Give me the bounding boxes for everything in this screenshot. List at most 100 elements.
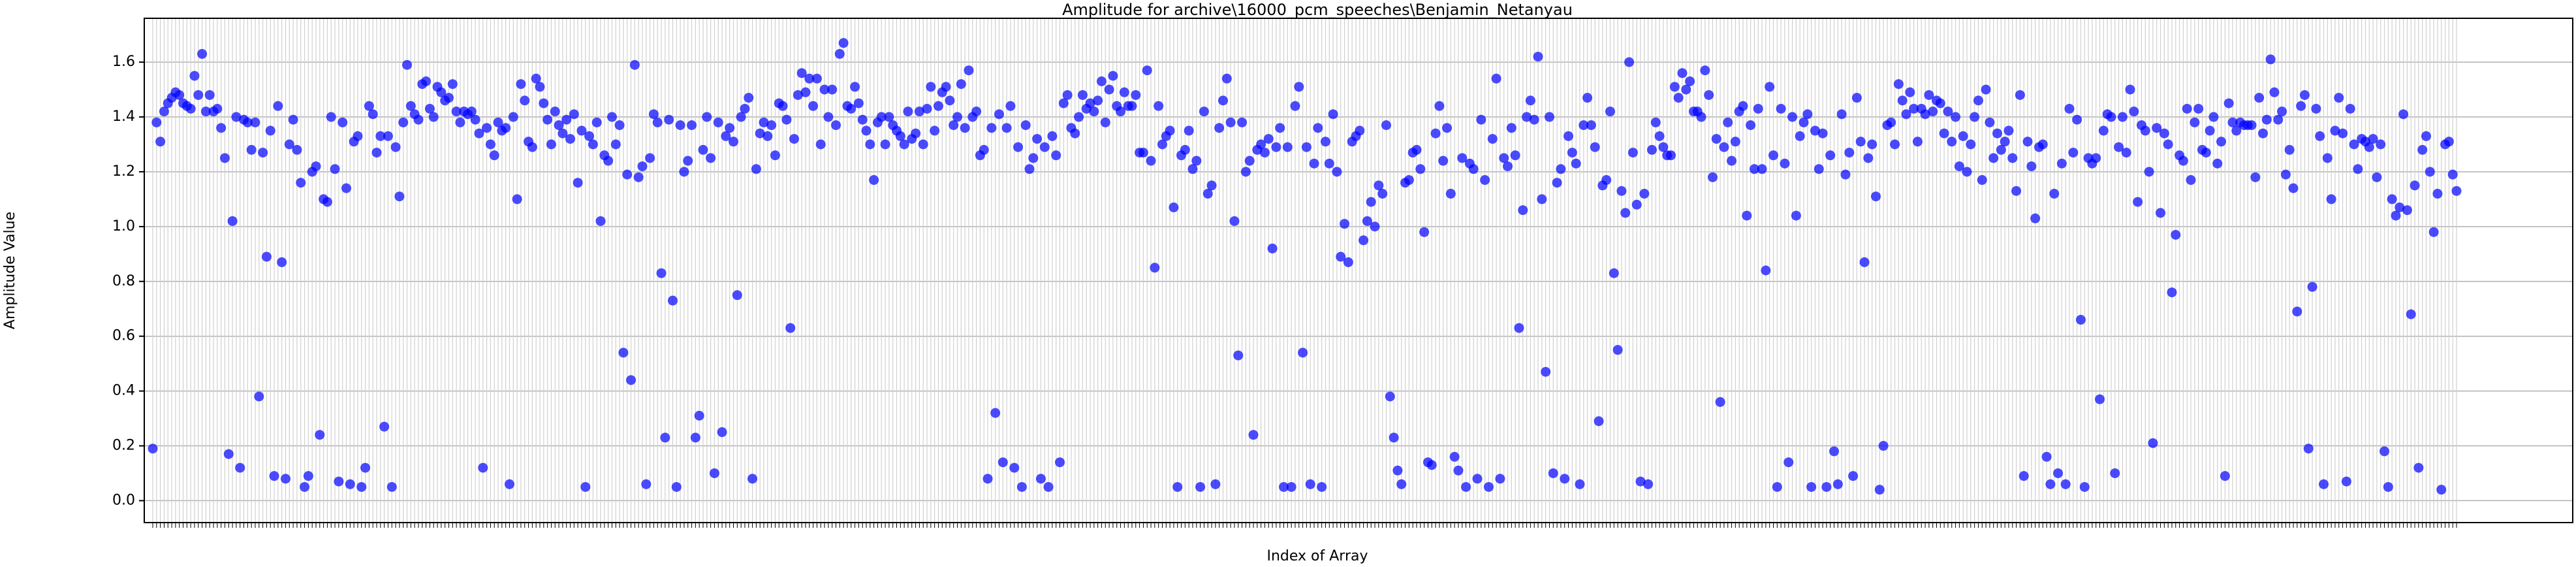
- point: [1624, 57, 1635, 67]
- point: [1859, 257, 1870, 267]
- point: [804, 73, 815, 84]
- point: [421, 76, 432, 86]
- point: [1476, 114, 1486, 125]
- chart-title: Amplitude for archive\16000_pcm_speeches…: [1062, 1, 1573, 19]
- point: [1579, 120, 1589, 131]
- point: [1461, 481, 1471, 492]
- point: [1108, 71, 1118, 81]
- point: [865, 139, 875, 150]
- point: [1028, 153, 1039, 163]
- point: [1146, 155, 1156, 166]
- point: [1851, 93, 1862, 103]
- point: [1556, 164, 1566, 174]
- point: [2326, 194, 2336, 204]
- point: [1863, 153, 1874, 163]
- point: [428, 112, 439, 122]
- point: [823, 112, 834, 122]
- point: [2292, 306, 2302, 317]
- point: [652, 117, 663, 127]
- point: [1522, 112, 1532, 122]
- point: [1746, 120, 1756, 131]
- point: [884, 112, 894, 122]
- point: [1631, 199, 1642, 210]
- point: [2079, 481, 2090, 492]
- point: [1039, 142, 1050, 152]
- point: [1825, 150, 1836, 161]
- point: [1426, 460, 1437, 470]
- point: [2376, 139, 2386, 150]
- point: [2413, 462, 2424, 473]
- point: [2353, 164, 2363, 174]
- point: [2114, 142, 2124, 152]
- point: [368, 109, 378, 120]
- point: [493, 117, 503, 127]
- point: [1954, 161, 1964, 172]
- point: [725, 123, 735, 133]
- point: [766, 120, 777, 131]
- point: [819, 84, 830, 95]
- point: [2216, 137, 2227, 147]
- point: [1749, 164, 1759, 174]
- point: [960, 123, 970, 133]
- point: [1582, 93, 1593, 103]
- point: [277, 257, 287, 267]
- point: [1525, 95, 1535, 106]
- point: [322, 197, 332, 207]
- point: [1119, 87, 1129, 97]
- point: [656, 268, 667, 278]
- point: [2000, 137, 2010, 147]
- point: [1738, 101, 1748, 111]
- point: [258, 148, 268, 158]
- point: [1202, 189, 1213, 199]
- point: [1055, 457, 1065, 468]
- point: [2193, 103, 2204, 114]
- point: [292, 144, 302, 155]
- point: [811, 73, 822, 84]
- point: [740, 103, 750, 114]
- point: [2037, 139, 2048, 150]
- point: [2319, 479, 2329, 489]
- point: [1677, 68, 1688, 78]
- point: [1210, 479, 1221, 489]
- point: [2311, 103, 2321, 114]
- point: [683, 155, 693, 166]
- point: [2220, 471, 2230, 481]
- point: [1666, 150, 1676, 161]
- point: [1832, 479, 1843, 489]
- point: [1795, 131, 1805, 141]
- point: [857, 114, 868, 125]
- point: [561, 114, 572, 125]
- point: [2432, 189, 2443, 199]
- point: [204, 89, 215, 100]
- point: [945, 95, 955, 106]
- point: [1928, 106, 1938, 117]
- point: [2288, 183, 2299, 193]
- point: [2406, 309, 2416, 319]
- point: [1366, 197, 1376, 207]
- point: [1392, 465, 1403, 476]
- point: [997, 457, 1008, 468]
- point: [762, 131, 773, 141]
- point: [326, 112, 336, 122]
- point: [2307, 282, 2317, 292]
- point: [1058, 98, 1069, 108]
- point: [443, 93, 454, 103]
- point: [1901, 109, 1911, 120]
- point: [990, 408, 1001, 418]
- point: [1472, 474, 1483, 484]
- point: [2246, 120, 2257, 131]
- point: [1229, 216, 1240, 226]
- point: [759, 117, 769, 127]
- point: [2280, 169, 2291, 180]
- point: [645, 153, 655, 163]
- point: [1221, 73, 1232, 84]
- point: [603, 155, 614, 166]
- point: [390, 142, 401, 152]
- point: [1810, 125, 1820, 136]
- y-tick-label: 0.8: [112, 273, 135, 289]
- point: [413, 114, 424, 125]
- point: [542, 114, 553, 125]
- point: [1605, 106, 1616, 117]
- point: [512, 194, 522, 204]
